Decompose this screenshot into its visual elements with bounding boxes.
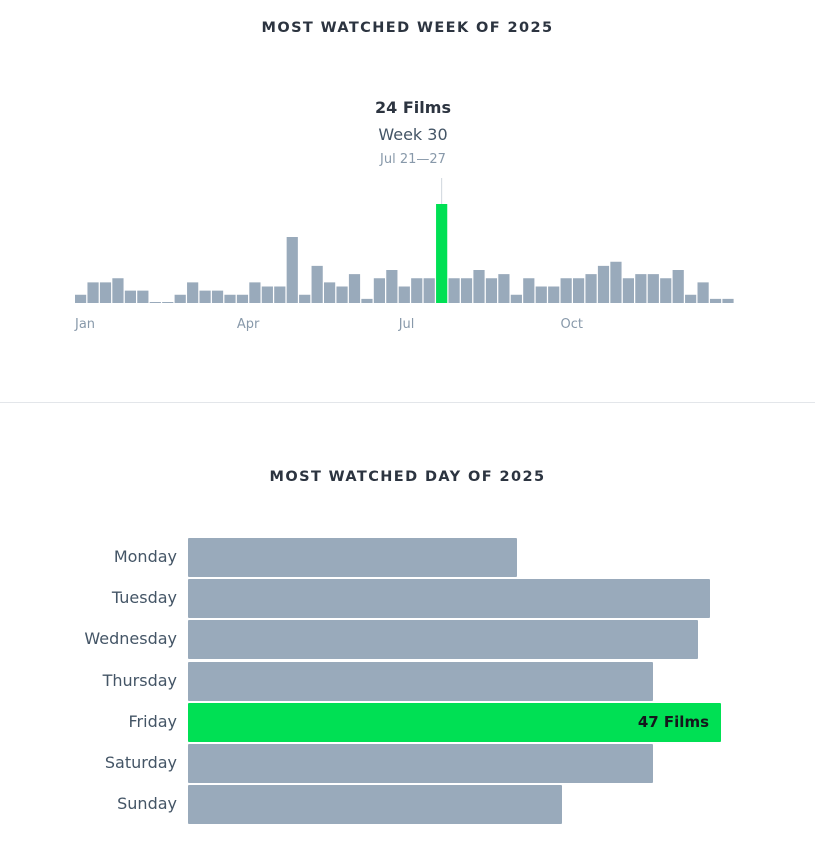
week-bar[interactable] xyxy=(573,278,585,303)
week-bar[interactable] xyxy=(75,294,87,303)
week-bar[interactable] xyxy=(709,298,722,303)
tooltip-week-number: Week 30 xyxy=(378,125,448,144)
day-bar[interactable] xyxy=(188,579,710,619)
weekly-bar-chart: Jan Apr Jul Oct xyxy=(74,178,734,332)
day-label: Sunday xyxy=(117,794,177,814)
week-bar[interactable] xyxy=(386,270,398,303)
week-bar[interactable] xyxy=(261,286,273,304)
week-bar[interactable] xyxy=(485,278,498,303)
day-label: Thursday xyxy=(102,670,177,690)
day-bar[interactable] xyxy=(188,620,698,660)
week-bar[interactable] xyxy=(286,237,298,303)
week-bar[interactable] xyxy=(299,294,311,303)
week-bar[interactable] xyxy=(274,286,286,304)
day-bar[interactable] xyxy=(188,661,653,701)
week-bar[interactable] xyxy=(99,282,112,303)
week-bar[interactable] xyxy=(224,294,236,303)
month-tick-label: Jan xyxy=(74,317,95,332)
week-bar[interactable] xyxy=(685,294,697,303)
tooltip-date-range: Jul 21—27 xyxy=(380,152,446,167)
day-label: Tuesday xyxy=(111,588,177,608)
week-bar[interactable] xyxy=(622,278,634,303)
week-section-title: MOST WATCHED WEEK OF 2025 xyxy=(261,20,554,36)
day-row: Wednesday xyxy=(0,620,815,660)
week-bar[interactable] xyxy=(498,274,510,303)
month-tick-label: Apr xyxy=(237,317,260,332)
week-bar[interactable] xyxy=(722,298,734,303)
day-bar-value-label: 47 Films xyxy=(637,712,709,731)
day-label: Wednesday xyxy=(84,629,177,649)
week-bar[interactable] xyxy=(199,290,211,303)
week-bar-highlight[interactable] xyxy=(436,204,448,303)
day-row: Saturday xyxy=(0,744,815,783)
week-bar[interactable] xyxy=(149,302,161,303)
week-bar[interactable] xyxy=(373,278,385,303)
week-bar[interactable] xyxy=(112,278,124,303)
week-bar[interactable] xyxy=(336,286,348,304)
week-bar[interactable] xyxy=(510,294,522,303)
day-row: Tuesday xyxy=(0,579,815,619)
week-bar[interactable] xyxy=(87,282,99,303)
week-bar[interactable] xyxy=(473,270,485,303)
week-bar[interactable] xyxy=(697,282,709,303)
week-bar[interactable] xyxy=(162,302,174,303)
tooltip-films-count: 24 Films xyxy=(375,98,451,117)
week-bar[interactable] xyxy=(535,286,547,304)
month-tick-label: Oct xyxy=(561,317,583,332)
week-bar[interactable] xyxy=(124,290,136,303)
week-bar[interactable] xyxy=(523,278,535,303)
week-bar[interactable] xyxy=(361,298,373,303)
day-bar[interactable] xyxy=(188,785,562,825)
week-bar[interactable] xyxy=(174,294,186,303)
day-bar[interactable] xyxy=(188,744,653,783)
week-bar[interactable] xyxy=(460,278,473,303)
week-bar[interactable] xyxy=(249,282,261,303)
week-bar[interactable] xyxy=(660,278,672,303)
day-label: Friday xyxy=(128,711,178,731)
section-divider xyxy=(0,402,815,403)
month-tick-label: Jul xyxy=(398,317,415,332)
week-bar[interactable] xyxy=(211,290,224,303)
day-label: Saturday xyxy=(104,753,177,772)
week-bar[interactable] xyxy=(187,282,199,303)
day-bar-highlight[interactable]: 47 Films xyxy=(188,702,721,742)
week-bar[interactable] xyxy=(548,286,560,304)
day-label: Monday xyxy=(113,547,177,566)
week-bar[interactable] xyxy=(137,290,149,303)
week-bar[interactable] xyxy=(560,278,572,303)
week-bar[interactable] xyxy=(348,274,361,303)
week-bar[interactable] xyxy=(597,265,610,303)
week-bar[interactable] xyxy=(610,261,622,303)
week-bar[interactable] xyxy=(236,294,249,303)
week-bar[interactable] xyxy=(411,278,423,303)
week-bar[interactable] xyxy=(585,274,597,303)
week-bar[interactable] xyxy=(672,270,684,303)
week-bar[interactable] xyxy=(635,274,647,303)
week-bar[interactable] xyxy=(647,274,659,303)
week-bar[interactable] xyxy=(398,286,410,304)
week-bar[interactable] xyxy=(324,282,336,303)
day-row: Friday 47 Films xyxy=(0,702,815,742)
day-row: Thursday xyxy=(0,661,815,701)
week-bar[interactable] xyxy=(311,265,323,303)
day-bar[interactable] xyxy=(188,538,517,577)
day-row: Monday xyxy=(0,538,815,577)
day-row: Sunday xyxy=(0,785,815,825)
week-bar[interactable] xyxy=(423,278,435,303)
week-bar[interactable] xyxy=(448,278,460,303)
day-section-title: MOST WATCHED DAY OF 2025 xyxy=(269,469,546,485)
